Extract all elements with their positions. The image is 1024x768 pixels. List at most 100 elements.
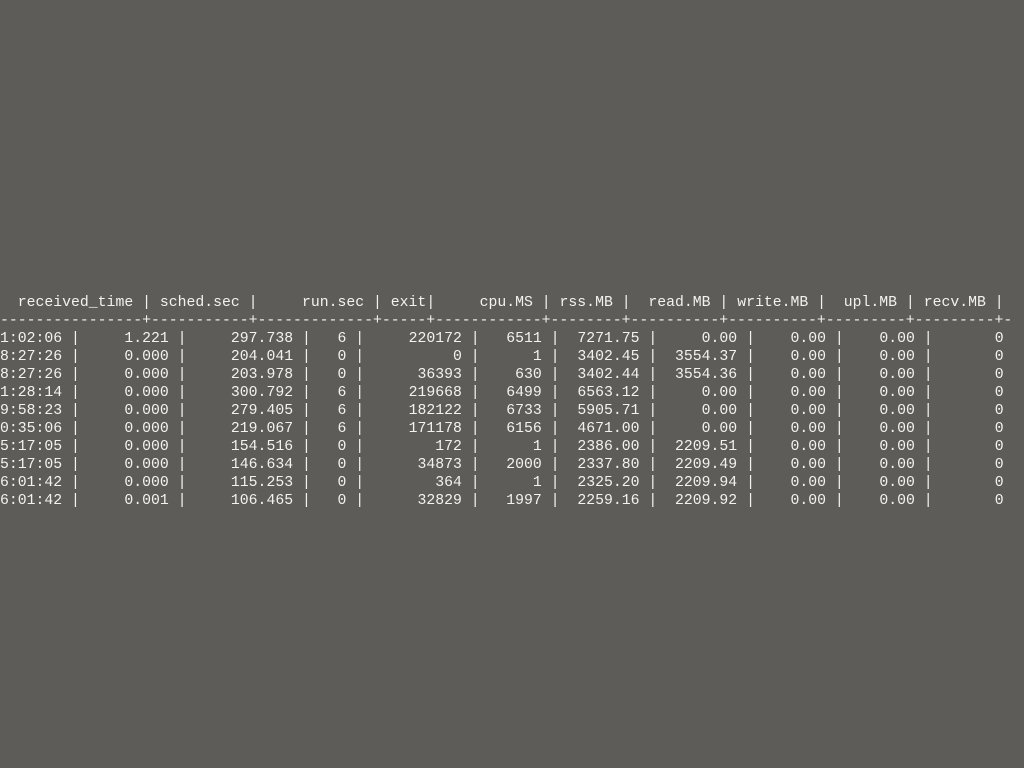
- table-cell: 0.00: [701, 331, 738, 347]
- table-cell: 6511: [506, 331, 542, 347]
- table-cell: 171178: [408, 421, 462, 437]
- table-cell: 0.00: [879, 385, 915, 401]
- table-cell: 0: [337, 457, 347, 473]
- table-cell: 2000: [506, 457, 542, 473]
- table-cell: 0: [994, 385, 1004, 401]
- table-cell: 1997: [506, 493, 542, 509]
- table-cell: 279.405: [230, 403, 294, 419]
- table-cell: 0.00: [790, 367, 827, 383]
- table-cell: 8:27:26: [0, 349, 63, 365]
- table-row: 5:17:05 | 0.000 | 154.516 | 0 | 172 | 1 …: [0, 439, 1004, 455]
- table-cell: 3402.45: [577, 349, 640, 365]
- table-cell: 9:58:23: [0, 403, 63, 419]
- table-cell: 2337.80: [577, 457, 640, 473]
- table-cell: 2209.94: [675, 475, 738, 491]
- terminal-output: received_time | sched.sec | run.sec | ex…: [0, 294, 1012, 510]
- table-cell: 0.000: [124, 439, 169, 455]
- table-cell: 6156: [506, 421, 542, 437]
- table-cell: 1: [532, 349, 542, 365]
- table-cell: 0.00: [790, 475, 827, 491]
- table-cell: 219.067: [230, 421, 294, 437]
- table-cell: 3554.36: [675, 367, 738, 383]
- table-cell: 0.00: [790, 403, 827, 419]
- table-cell: 2209.92: [675, 493, 738, 509]
- table-header: received_time | sched.sec | run.sec | ex…: [17, 295, 1004, 311]
- table-row: 5:17:05 | 0.000 | 146.634 | 0 | 34873 | …: [0, 457, 1004, 473]
- table-row: 9:58:23 | 0.000 | 279.405 | 6 | 182122 |…: [0, 403, 1004, 419]
- column-header: sched.sec: [159, 295, 240, 311]
- table-cell: 172: [435, 439, 462, 455]
- table-cell: 2386.00: [577, 439, 640, 455]
- table-cell: 0.00: [879, 331, 915, 347]
- table-cell: 2259.16: [577, 493, 640, 509]
- table-cell: 0.001: [124, 493, 169, 509]
- table-cell: 2209.49: [675, 457, 738, 473]
- table-cell: 182122: [408, 403, 462, 419]
- table-cell: 0.000: [124, 349, 169, 365]
- table-cell: 0: [994, 367, 1004, 383]
- table-cell: 0: [994, 403, 1004, 419]
- table-cell: 0.00: [879, 493, 915, 509]
- table-cell: 364: [435, 475, 462, 491]
- column-header: rss.MB: [559, 295, 613, 311]
- column-header: upl.MB: [843, 295, 898, 311]
- table-cell: 0.00: [790, 439, 827, 455]
- table-cell: 0.00: [790, 493, 827, 509]
- table-cell: 0.000: [124, 367, 169, 383]
- table-cell: 0: [994, 475, 1004, 491]
- table-cell: 6: [337, 403, 347, 419]
- table-cell: 6: [337, 331, 347, 347]
- table-cell: 34873: [417, 457, 462, 473]
- table-cell: 154.516: [230, 439, 294, 455]
- table-cell: 0: [337, 493, 347, 509]
- table-cell: 0: [337, 367, 347, 383]
- table-cell: 5905.71: [577, 403, 640, 419]
- table-cell: 297.738: [230, 331, 294, 347]
- table-cell: 6499: [506, 385, 542, 401]
- column-header: received_time: [17, 295, 134, 311]
- table-row: 6:01:42 | 0.001 | 106.465 | 0 | 32829 | …: [0, 493, 1004, 509]
- table-cell: 0.000: [124, 421, 169, 437]
- table-row: 8:27:26 | 0.000 | 204.041 | 0 | 0 | 1 | …: [0, 349, 1004, 365]
- table-cell: 115.253: [230, 475, 294, 491]
- table-cell: 0.00: [790, 349, 827, 365]
- table-cell: 0.00: [879, 439, 915, 455]
- table-cell: 8:27:26: [0, 367, 63, 383]
- column-header: cpu.MS: [479, 295, 533, 311]
- table-cell: 0.000: [124, 475, 169, 491]
- table-cell: 6: [337, 421, 347, 437]
- table-cell: 0.00: [879, 457, 915, 473]
- table-cell: 203.978: [230, 367, 294, 383]
- table-cell: 0.00: [701, 403, 738, 419]
- table-cell: 0: [337, 349, 347, 365]
- column-header: run.sec: [301, 295, 365, 311]
- table-cell: 1:28:14: [0, 385, 63, 401]
- table-cell: 0.00: [790, 421, 827, 437]
- table-cell: 5:17:05: [0, 457, 63, 473]
- table-row: 0:35:06 | 0.000 | 219.067 | 6 | 171178 |…: [0, 421, 1004, 437]
- table-cell: 6:01:42: [0, 475, 63, 491]
- table-cell: 0.00: [790, 457, 827, 473]
- table-cell: 0: [994, 493, 1004, 509]
- table-row: 1:28:14 | 0.000 | 300.792 | 6 | 219668 |…: [0, 385, 1004, 401]
- table-cell: 0.000: [124, 403, 169, 419]
- table-cell: 0: [994, 331, 1004, 347]
- table-cell: 0: [452, 349, 462, 365]
- column-header: write.MB: [737, 295, 809, 311]
- table-cell: 1: [532, 439, 542, 455]
- table-cell: 630: [515, 367, 542, 383]
- table-cell: 0: [337, 439, 347, 455]
- table-cell: 36393: [417, 367, 462, 383]
- table-cell: 0.00: [879, 403, 915, 419]
- table-separator: ----------------+-----------+-----------…: [0, 313, 1013, 329]
- table-cell: 6563.12: [577, 385, 640, 401]
- table-cell: 0.00: [879, 349, 915, 365]
- table-cell: 4671.00: [577, 421, 640, 437]
- table-cell: 1: [532, 475, 542, 491]
- table-cell: 219668: [408, 385, 462, 401]
- table-row: 8:27:26 | 0.000 | 203.978 | 0 | 36393 | …: [0, 367, 1004, 383]
- table-cell: 32829: [417, 493, 462, 509]
- table-cell: 300.792: [230, 385, 294, 401]
- table-cell: 0.00: [879, 475, 915, 491]
- table-cell: 6733: [506, 403, 542, 419]
